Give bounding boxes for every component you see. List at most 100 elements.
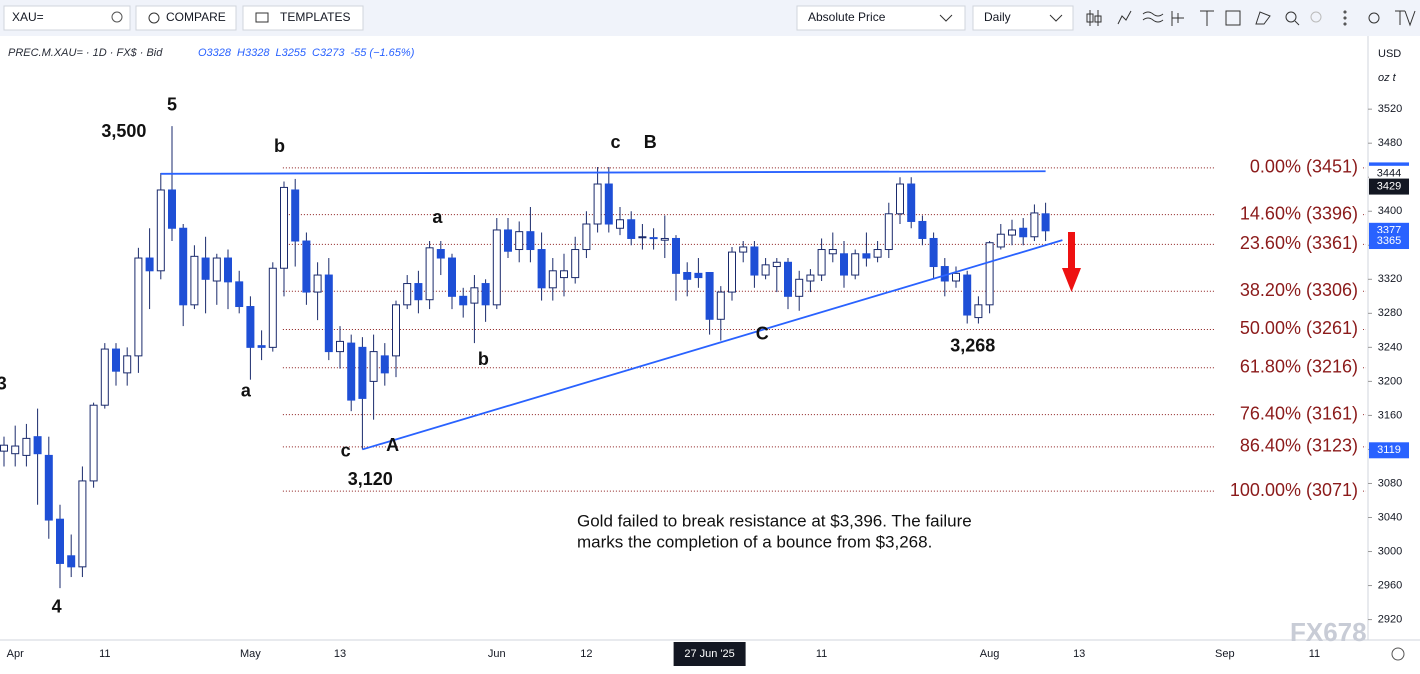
fib-label: 14.60% (3396) (1240, 203, 1358, 223)
x-tick-label: 11 (816, 648, 827, 660)
candle-body (918, 220, 927, 239)
candle-body (996, 233, 1005, 248)
y-tick-label: 3280 (1378, 307, 1402, 319)
candle-body (56, 518, 64, 564)
legend-name: PREC.M.XAU= · 1D · FX$ · Bid (8, 47, 163, 59)
folder-icon (255, 12, 269, 23)
y-tick-label: 2960 (1378, 579, 1402, 591)
candle-body (660, 237, 669, 241)
price-mode: Absolute Price (808, 10, 886, 24)
candle-body (22, 437, 31, 456)
fib-label: 38.20% (3306) (1240, 280, 1358, 300)
fib-label: 76.40% (3161) (1240, 403, 1358, 423)
ohlc-value: L3255 (275, 47, 306, 59)
candle-body (694, 272, 703, 279)
candle-body (716, 291, 725, 320)
wave-label: a (432, 207, 443, 227)
wave-label: 5 (167, 95, 177, 115)
y-tick-label: 3200 (1378, 375, 1402, 387)
crosshair-label-bg (673, 642, 746, 666)
candle-body (235, 281, 244, 308)
candle-body (840, 253, 848, 276)
candle-body (257, 345, 266, 348)
wave-label: 3 (0, 374, 7, 394)
candle-body (403, 283, 412, 306)
toolbar-icons[interactable] (1086, 10, 1416, 27)
price-mode-select[interactable] (796, 5, 966, 31)
candle-body (358, 346, 367, 399)
candle-body (414, 283, 423, 301)
price-badge (1369, 165, 1409, 182)
y-tick-label: 3320 (1378, 273, 1402, 285)
y-tick-label: 2920 (1378, 613, 1402, 625)
candle-body (268, 267, 277, 348)
price-badge-label: 3119 (1377, 444, 1401, 456)
candle-body (705, 271, 714, 320)
candle-body (448, 257, 456, 297)
candle-body (627, 219, 636, 239)
candle-body (425, 247, 434, 301)
fib-label: 61.80% (3216) (1240, 357, 1358, 377)
wave-label: a (241, 380, 252, 400)
candle-body (1041, 213, 1050, 232)
candle-body (806, 274, 815, 282)
candle-body (392, 304, 400, 357)
fib-label-bg (1215, 203, 1363, 226)
ohlc-value: -55 (−1.65%) (350, 47, 414, 59)
price-badge (1369, 442, 1409, 459)
candle-body (302, 240, 311, 293)
currency[interactable]: USD (1378, 48, 1401, 60)
wave-label: 3,268 (950, 335, 995, 355)
y-tick-label: 3000 (1378, 545, 1402, 557)
interval-select[interactable] (972, 5, 1074, 31)
candle-body (78, 480, 87, 568)
candle-body (649, 237, 658, 240)
compare-button[interactable] (135, 5, 237, 31)
candle-body (862, 253, 871, 259)
candle-body (44, 454, 53, 521)
settings-icon[interactable] (1391, 647, 1405, 661)
y-tick-label: 3400 (1378, 205, 1402, 217)
candle-body (436, 249, 445, 259)
candle-body (156, 189, 165, 272)
candle-body (224, 257, 232, 283)
x-tick-label: Aug (980, 648, 1000, 660)
candle-body (784, 261, 792, 297)
candle-body (571, 249, 580, 279)
candle-body (280, 186, 288, 269)
candle-body (537, 249, 546, 289)
x-tick-label: Jun (488, 648, 506, 660)
candle-body (246, 306, 255, 348)
x-tick-label: 13 (1073, 648, 1085, 660)
x-tick-label: 12 (580, 648, 592, 660)
candle-body (985, 242, 994, 306)
y-tick-label: 3160 (1378, 409, 1402, 421)
search-icon (111, 11, 123, 23)
candle-body (347, 342, 356, 401)
templates-label: TEMPLATES (280, 10, 350, 24)
candle-body (929, 237, 938, 268)
y-tick-label: 3240 (1378, 341, 1402, 353)
x-tick-label: Sep (1215, 648, 1235, 660)
fib-label-bg (1215, 403, 1363, 426)
candle-body (672, 237, 680, 274)
candle-body (616, 219, 624, 229)
wave-label: A (386, 435, 399, 455)
candle-body (907, 183, 916, 222)
x-tick-label: 11 (1309, 648, 1320, 660)
unit[interactable]: oz t (1378, 72, 1397, 84)
fib-label-bg (1215, 356, 1363, 379)
price-badge (1369, 178, 1409, 195)
candle-body (896, 183, 904, 215)
x-tick-label: 13 (334, 648, 346, 660)
fib-label: 0.00% (3451) (1250, 157, 1358, 177)
x-tick-label: 11 (99, 648, 110, 660)
candle-body (828, 249, 837, 255)
wave-label: b (274, 136, 285, 156)
wave-label: 3,120 (348, 469, 393, 489)
price-badge-label: 3365 (1377, 235, 1401, 247)
symbol-box[interactable] (3, 5, 131, 31)
templates-button[interactable] (242, 5, 364, 31)
candle-body (1008, 229, 1016, 236)
candle-body (459, 295, 468, 306)
